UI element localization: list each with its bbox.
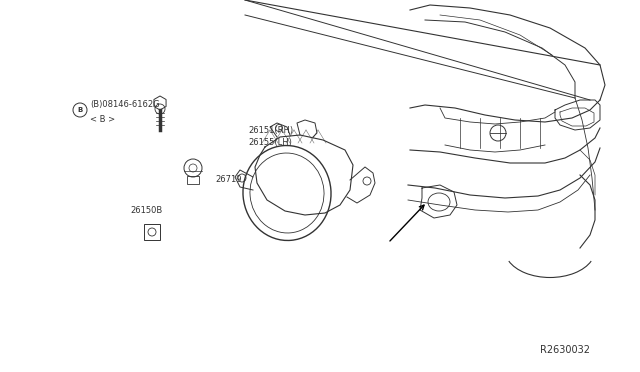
Bar [144,224,160,240]
Text: B: B [77,107,83,113]
Text: R2630032: R2630032 [540,345,590,355]
Text: (B)08146-6162G: (B)08146-6162G [90,100,159,109]
Text: 26151(RH): 26151(RH) [248,126,293,135]
Bar [187,176,199,184]
Text: < B >: < B > [90,115,115,125]
Text: 26150B: 26150B [130,206,163,215]
Text: 26719: 26719 [215,176,241,185]
Text: 26155(LH): 26155(LH) [248,138,292,147]
